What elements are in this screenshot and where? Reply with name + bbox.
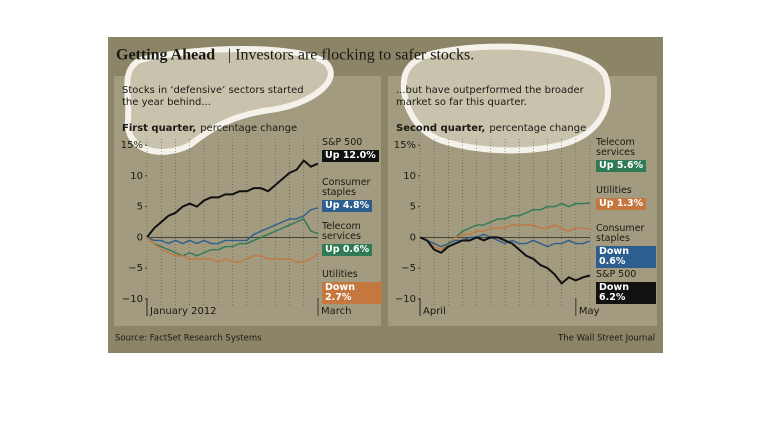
- y-tick-label: 10: [130, 171, 143, 182]
- y-tick-label: −5: [128, 263, 143, 274]
- legend-name: Consumer staples: [322, 177, 371, 198]
- series-label: Telecom services Up 5.6%: [596, 138, 656, 172]
- axis-title-bold: First quarter,: [122, 123, 196, 134]
- value-label: Up 4.8%: [322, 200, 373, 212]
- y-tick-label: 0: [137, 232, 143, 243]
- subtitle: Stocks in ‘defensive’ sectors started th…: [122, 85, 304, 108]
- series-label: S&P 500 Up 12.0%: [322, 138, 382, 162]
- legend-name: Utilities: [596, 185, 632, 196]
- x-tick-label: January 2012: [149, 306, 217, 317]
- y-tick-label: −5: [401, 263, 416, 274]
- value-label: Up 0.6%: [322, 244, 373, 256]
- value-label: Up 12.0%: [322, 150, 379, 162]
- legend-name: Telecom services: [596, 137, 635, 158]
- legend-name: Telecom services: [322, 221, 361, 242]
- value-label: Down 0.6%: [596, 246, 656, 268]
- series-label: Consumer staples Down 0.6%: [596, 224, 656, 268]
- y-tick-label: 15%: [394, 140, 416, 151]
- source: Source: FactSet Research Systems: [115, 334, 262, 344]
- y-tick-label: −10: [395, 294, 416, 305]
- legend-name: S&P 500: [596, 269, 637, 280]
- axis-title: percentage change: [489, 123, 586, 134]
- y-tick-label: 0: [410, 232, 416, 243]
- axis-title: percentage change: [200, 123, 297, 134]
- y-tick-label: 5: [137, 202, 143, 213]
- line: [146, 207, 319, 245]
- credit: The Wall Street Journal: [557, 334, 655, 344]
- axis-title-bold: Second quarter,: [396, 123, 485, 134]
- line: [419, 236, 591, 285]
- value-label: Down 2.7%: [322, 282, 382, 304]
- value-label: Up 1.3%: [596, 198, 647, 210]
- legend-name: Consumer staples: [596, 223, 645, 244]
- y-tick-label: 10: [403, 171, 416, 182]
- title: | Investors are flocking to safer stocks…: [228, 47, 474, 64]
- highlight: [400, 43, 611, 154]
- value-label: Up 5.6%: [596, 160, 647, 172]
- line: [146, 236, 319, 263]
- series-label: Utilities Up 1.3%: [596, 186, 656, 210]
- line: [146, 218, 319, 257]
- value-label: Down 6.2%: [596, 282, 656, 304]
- y-tick-label: −10: [122, 294, 143, 305]
- series-label: Telecom services Up 0.6%: [322, 222, 382, 256]
- series-label: Utilities Down 2.7%: [322, 270, 382, 304]
- x-tick-label: May: [579, 306, 600, 317]
- series-label: S&P 500 Down 6.2%: [596, 270, 656, 304]
- y-tick-label: 5: [410, 202, 416, 213]
- legend-name: Utilities: [322, 269, 358, 280]
- line: [146, 159, 319, 238]
- line: [419, 233, 591, 248]
- title-bold: Getting Ahead: [116, 47, 215, 64]
- highlight: [124, 46, 334, 155]
- y-tick-label: 15%: [121, 140, 143, 151]
- series-label: Consumer staples Up 4.8%: [322, 178, 382, 212]
- subtitle: ...but have outperformed the broader mar…: [396, 85, 584, 108]
- x-tick-label: March: [321, 306, 351, 317]
- x-tick-label: April: [423, 306, 446, 317]
- legend-name: S&P 500: [322, 137, 363, 148]
